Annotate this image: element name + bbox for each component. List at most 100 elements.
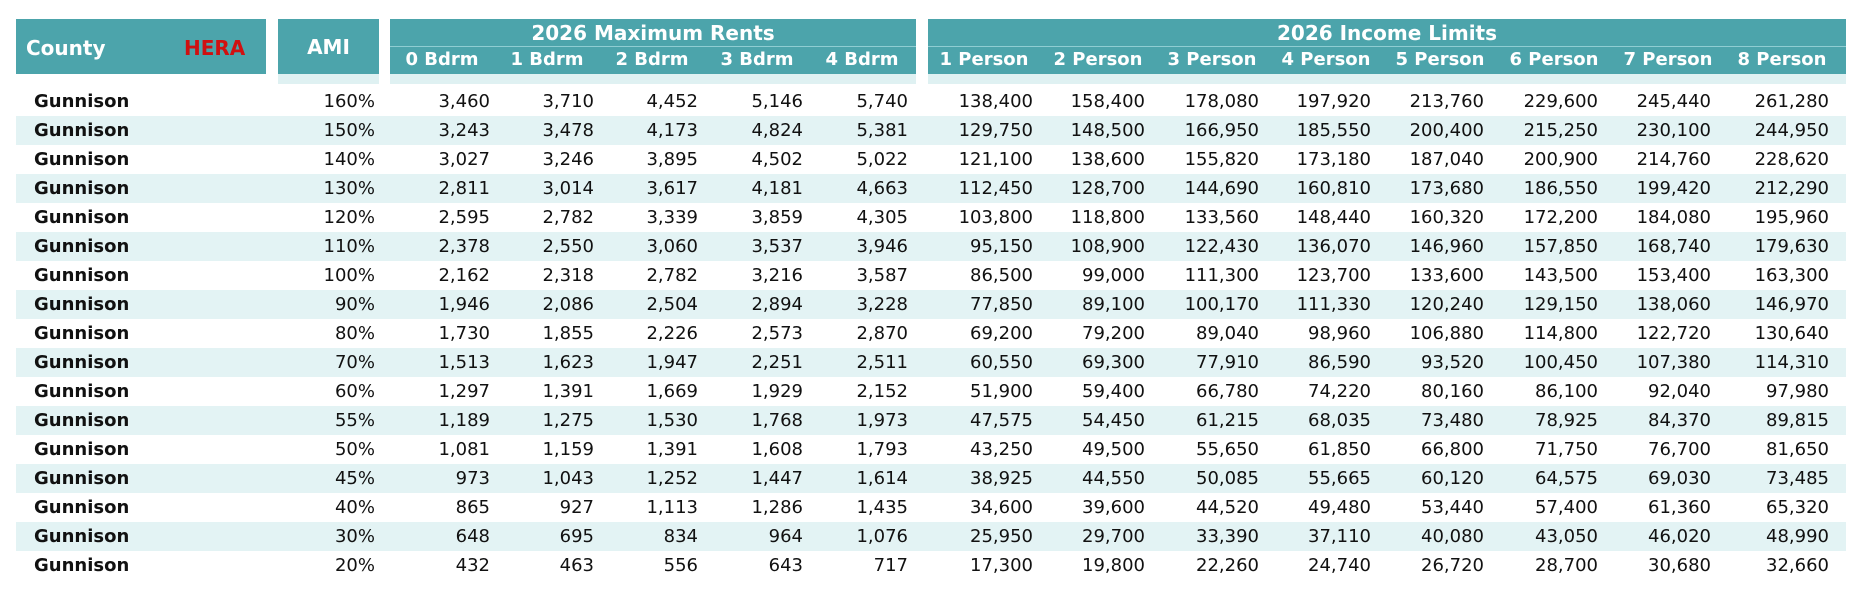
rent-cell: 3,859 [751, 207, 803, 228]
rent-cell: 1,391 [542, 381, 594, 402]
county-header: County HERA [16, 19, 266, 74]
income-cell: 160,810 [1296, 178, 1371, 199]
income-cell: 73,485 [1766, 468, 1829, 489]
income-cell: 173,180 [1296, 149, 1371, 170]
table-row: Gunnison 40% 865 927 1,113 1,286 1,435 34,600 39… [16, 493, 1846, 522]
income-cell: 60,550 [970, 352, 1033, 373]
table-row: Gunnison 45% 973 1,043 1,252 1,447 1,614 38,925… [16, 464, 1846, 493]
income-col-6-person: 6 Person [1509, 49, 1599, 70]
income-col-3-person: 3 Person [1167, 49, 1257, 70]
income-cell: 92,040 [1648, 381, 1711, 402]
rent-cell: 463 [559, 555, 594, 576]
rent-cell: 1,793 [856, 439, 908, 460]
income-cell: 100,170 [1184, 294, 1259, 315]
income-cell: 160,320 [1409, 207, 1484, 228]
rent-cell: 556 [663, 555, 698, 576]
county-cell: Gunnison [34, 410, 130, 431]
rent-cell: 2,086 [542, 294, 594, 315]
income-cell: 69,200 [970, 323, 1033, 344]
income-cell: 25,950 [970, 526, 1033, 547]
income-cell: 200,900 [1523, 149, 1598, 170]
income-cell: 43,050 [1535, 526, 1598, 547]
rent-col-1-bdrm: 1 Bdrm [510, 49, 584, 70]
max-rents-title: 2026 Maximum Rents [531, 21, 775, 45]
income-cell: 108,900 [1070, 236, 1145, 257]
income-cell: 61,850 [1308, 439, 1371, 460]
income-cell: 61,360 [1648, 497, 1711, 518]
income-cell: 106,880 [1409, 323, 1484, 344]
table-row: Gunnison 160% 3,460 3,710 4,452 5,146 5,740 138… [16, 87, 1846, 116]
income-cell: 112,450 [958, 178, 1033, 199]
income-cell: 153,400 [1636, 265, 1711, 286]
rent-cell: 1,608 [751, 439, 803, 460]
income-cell: 245,440 [1636, 91, 1711, 112]
income-cell: 122,430 [1184, 236, 1259, 257]
table-row: Gunnison 90% 1,946 2,086 2,504 2,894 3,228 77,8… [16, 290, 1846, 319]
income-cell: 47,575 [970, 410, 1033, 431]
rent-cell: 2,162 [438, 265, 490, 286]
income-cell: 74,220 [1308, 381, 1371, 402]
rent-col-3-bdrm: 3 Bdrm [720, 49, 794, 70]
county-cell: Gunnison [34, 207, 130, 228]
table-row: Gunnison 50% 1,081 1,159 1,391 1,608 1,793 43,2… [16, 435, 1846, 464]
rent-cell: 432 [455, 555, 490, 576]
rent-cell: 3,339 [646, 207, 698, 228]
income-cell: 24,740 [1308, 555, 1371, 576]
income-cell: 59,400 [1082, 381, 1145, 402]
rent-cell: 1,189 [438, 410, 490, 431]
income-limits-header: 2026 Income Limits 1 Person 2 Person 3 P… [928, 19, 1846, 74]
rent-cell: 927 [559, 497, 594, 518]
income-cell: 138,400 [958, 91, 1033, 112]
income-cell: 157,850 [1523, 236, 1598, 257]
income-cell: 98,960 [1308, 323, 1371, 344]
income-cell: 146,970 [1754, 294, 1829, 315]
rent-cell: 3,216 [751, 265, 803, 286]
income-cell: 99,000 [1082, 265, 1145, 286]
county-cell: Gunnison [34, 352, 130, 373]
ami-cell: 110% [323, 236, 375, 257]
rent-cell: 3,478 [542, 120, 594, 141]
income-cell: 44,520 [1196, 497, 1259, 518]
county-cell: Gunnison [34, 323, 130, 344]
ami-cell: 40% [334, 497, 375, 518]
income-cell: 158,400 [1070, 91, 1145, 112]
county-cell: Gunnison [34, 555, 130, 576]
rent-cell: 964 [768, 526, 803, 547]
rent-col-0-bdrm: 0 Bdrm [405, 49, 479, 70]
rent-cell: 865 [455, 497, 490, 518]
income-cell: 78,925 [1535, 410, 1598, 431]
rent-cell: 1,043 [542, 468, 594, 489]
income-cell: 121,100 [958, 149, 1033, 170]
county-cell: Gunnison [34, 265, 130, 286]
rent-cell: 1,669 [646, 381, 698, 402]
county-cell: Gunnison [34, 91, 130, 112]
rent-cell: 1,435 [856, 497, 908, 518]
income-cell: 120,240 [1409, 294, 1484, 315]
income-cell: 48,990 [1766, 526, 1829, 547]
income-cell: 148,440 [1296, 207, 1371, 228]
rent-cell: 3,895 [646, 149, 698, 170]
rent-cell: 4,502 [751, 149, 803, 170]
income-cell: 37,110 [1308, 526, 1371, 547]
rent-cell: 1,530 [646, 410, 698, 431]
income-cell: 261,280 [1754, 91, 1829, 112]
max-rents-header: 2026 Maximum Rents 0 Bdrm 1 Bdrm 2 Bdrm … [390, 19, 916, 74]
header-band [390, 74, 916, 84]
income-cell: 39,600 [1082, 497, 1145, 518]
rent-cell: 3,060 [646, 236, 698, 257]
rent-cell: 834 [663, 526, 698, 547]
ami-cell: 120% [323, 207, 375, 228]
rent-col-2-bdrm: 2 Bdrm [615, 49, 689, 70]
rent-cell: 4,452 [646, 91, 698, 112]
income-cell: 166,950 [1184, 120, 1259, 141]
income-cell: 32,660 [1766, 555, 1829, 576]
income-cell: 138,060 [1636, 294, 1711, 315]
income-cell: 148,500 [1070, 120, 1145, 141]
income-cell: 138,600 [1070, 149, 1145, 170]
income-cell: 133,600 [1409, 265, 1484, 286]
rent-cell: 2,504 [646, 294, 698, 315]
rent-cell: 3,460 [438, 91, 490, 112]
ami-cell: 160% [323, 91, 375, 112]
rent-cell: 1,113 [646, 497, 698, 518]
income-col-2-person: 2 Person [1053, 49, 1143, 70]
